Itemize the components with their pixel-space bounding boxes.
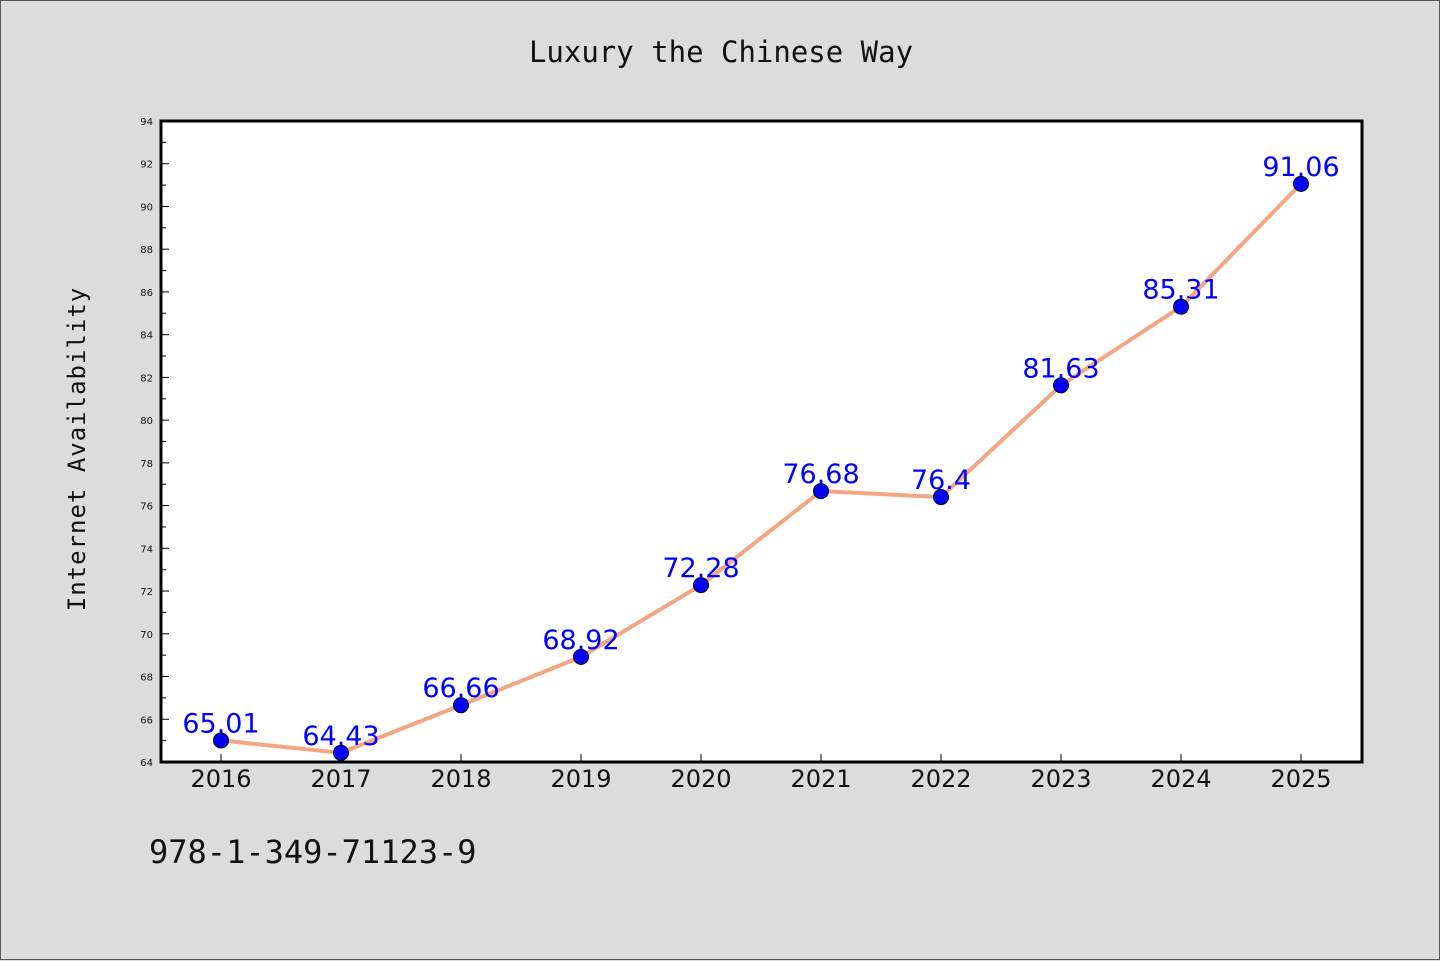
y-tick-label: 76: [140, 502, 153, 513]
data-point: [573, 648, 589, 665]
footnote-isbn: 978-1-349-71123-9: [149, 833, 477, 871]
x-tick-label: 2020: [670, 765, 731, 793]
data-point: [453, 697, 469, 714]
data-point: [693, 577, 709, 594]
series-line: [219, 181, 1303, 755]
x-tick-label: 2018: [430, 765, 491, 793]
y-tick-label: 72: [140, 587, 153, 598]
chart-title: Luxury the Chinese Way: [528, 35, 914, 69]
y-tick-label: 74: [140, 544, 153, 555]
data-point: [933, 489, 949, 506]
x-tick-label: 2025: [1270, 765, 1331, 793]
x-axis-ticks: 2016 2017 2018 2019 2020 2021 2022 2023 2024 2025: [190, 754, 1332, 793]
y-tick-label: 78: [140, 459, 153, 470]
data-point: [1053, 377, 1069, 394]
data-point: [1293, 175, 1309, 192]
x-tick-label: 2021: [790, 765, 851, 793]
y-tick-label: 88: [140, 245, 153, 256]
y-tick-label: 92: [140, 160, 153, 171]
y-tick-label: 94: [140, 117, 153, 128]
plot-area: [159, 119, 1364, 764]
data-point: [213, 732, 229, 749]
y-tick-label: 90: [140, 202, 153, 213]
x-tick-label: 2016: [190, 765, 251, 793]
y-axis-ticks: 64 66 68 70 72 74 76 78 80 82 84 86 88 90 92 94: [140, 117, 169, 769]
y-tick-label: 86: [140, 288, 153, 299]
x-tick-label: 2022: [910, 765, 971, 793]
y-tick-label: 68: [140, 673, 153, 684]
y-tick-label: 80: [140, 416, 153, 427]
data-point: [1173, 298, 1189, 315]
data-markers: [213, 175, 1309, 761]
x-tick-label: 2024: [1150, 765, 1211, 793]
data-point: [333, 744, 349, 761]
x-tick-label: 2017: [310, 765, 371, 793]
y-tick-label: 82: [140, 373, 153, 384]
y-tick-label: 84: [140, 331, 153, 342]
x-tick-label: 2019: [550, 765, 611, 793]
y-tick-label: 70: [140, 630, 153, 641]
x-tick-label: 2023: [1030, 765, 1091, 793]
data-point: [813, 483, 829, 500]
y-axis-label: Internet Availability: [63, 287, 91, 611]
y-tick-label: 66: [140, 715, 153, 726]
y-tick-label: 64: [140, 758, 153, 769]
